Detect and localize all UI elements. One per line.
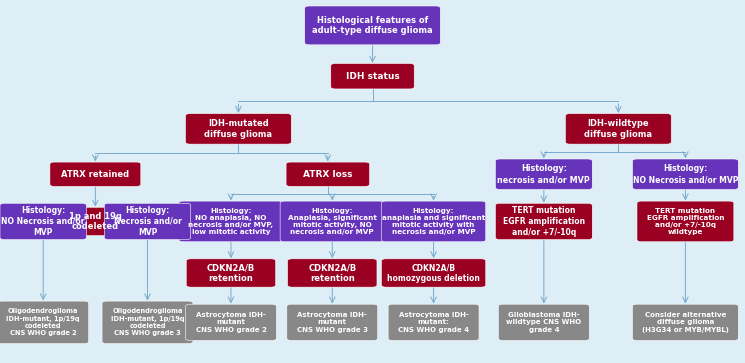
- Text: Histology:
Necrosis and/or
MVP: Histology: Necrosis and/or MVP: [113, 206, 182, 237]
- FancyBboxPatch shape: [633, 159, 738, 189]
- Text: CDKN2A/B
homozygous deletion: CDKN2A/B homozygous deletion: [387, 263, 480, 283]
- Text: Histology:
NO anaplasia, NO
necrosis and/or MVP,
low mitotic activity: Histology: NO anaplasia, NO necrosis and…: [188, 208, 273, 235]
- Text: CDKN2A/B
retention: CDKN2A/B retention: [207, 263, 255, 283]
- Text: ATRX loss: ATRX loss: [303, 170, 352, 179]
- FancyBboxPatch shape: [388, 304, 479, 340]
- FancyBboxPatch shape: [288, 259, 377, 287]
- FancyBboxPatch shape: [280, 201, 384, 242]
- Text: TERT mutation
EGFR amplification
and/or +7/-10q
wildtype: TERT mutation EGFR amplification and/or …: [647, 208, 724, 235]
- FancyBboxPatch shape: [565, 114, 671, 144]
- FancyBboxPatch shape: [495, 159, 592, 189]
- Text: Astrocytoma IDH-
mutant
CNS WHO grade 2: Astrocytoma IDH- mutant CNS WHO grade 2: [195, 312, 267, 333]
- Text: TERT mutation
EGFR amplification
and/or +7/-10q: TERT mutation EGFR amplification and/or …: [503, 206, 585, 237]
- Text: Astrocytoma IDH-
mutant:
CNS WHO grade 4: Astrocytoma IDH- mutant: CNS WHO grade 4: [398, 312, 469, 333]
- Text: CDKN2A/B
retention: CDKN2A/B retention: [308, 263, 356, 283]
- FancyBboxPatch shape: [498, 304, 589, 340]
- FancyBboxPatch shape: [287, 304, 378, 340]
- Text: Glioblastoma IDH-
wildtype CNS WHO
grade 4: Glioblastoma IDH- wildtype CNS WHO grade…: [507, 312, 581, 333]
- FancyBboxPatch shape: [381, 201, 486, 242]
- Text: 1p and 19q
codeleted: 1p and 19q codeleted: [69, 212, 121, 231]
- Text: IDH status: IDH status: [346, 72, 399, 81]
- FancyBboxPatch shape: [495, 203, 592, 240]
- FancyBboxPatch shape: [179, 201, 283, 242]
- FancyBboxPatch shape: [0, 203, 86, 240]
- FancyBboxPatch shape: [286, 162, 370, 187]
- FancyBboxPatch shape: [186, 259, 276, 287]
- Text: Histology:
anaplasia and significant
mitotic activity with
necrosis and/or MVP: Histology: anaplasia and significant mit…: [382, 208, 485, 235]
- FancyBboxPatch shape: [633, 304, 738, 340]
- Text: ATRX retained: ATRX retained: [61, 170, 130, 179]
- Text: Oligodendroglioma
IDH-mutant, 1p/19q
codeleted
CNS WHO grade 3: Oligodendroglioma IDH-mutant, 1p/19q cod…: [111, 309, 184, 336]
- Text: IDH-mutated
diffuse glioma: IDH-mutated diffuse glioma: [204, 119, 273, 139]
- FancyBboxPatch shape: [381, 259, 486, 287]
- FancyBboxPatch shape: [637, 201, 734, 242]
- Text: IDH-wildtype
diffuse glioma: IDH-wildtype diffuse glioma: [584, 119, 653, 139]
- Text: Histology:
Anaplasia, significant
mitotic activity, NO
necrosis and/or MVP: Histology: Anaplasia, significant mitoti…: [288, 208, 377, 235]
- Text: Astrocytoma IDH-
mutant
CNS WHO grade 3: Astrocytoma IDH- mutant CNS WHO grade 3: [297, 312, 368, 333]
- FancyBboxPatch shape: [186, 114, 291, 144]
- Text: Histology:
NO Necrosis and/or
MVP: Histology: NO Necrosis and/or MVP: [1, 206, 85, 237]
- Text: Consider alternative
diffuse glioma
(H3G34 or MYB/MYBL): Consider alternative diffuse glioma (H3G…: [642, 312, 729, 333]
- Text: Histological features of
adult-type diffuse glioma: Histological features of adult-type diff…: [312, 16, 433, 35]
- Text: Histology:
NO Necrosis and/or MVP: Histology: NO Necrosis and/or MVP: [633, 164, 738, 184]
- Text: Oligodendroglioma
IDH-mutant, 1p/19q
codeleted
CNS WHO grade 2: Oligodendroglioma IDH-mutant, 1p/19q cod…: [7, 309, 80, 336]
- FancyBboxPatch shape: [50, 162, 141, 187]
- FancyBboxPatch shape: [102, 301, 193, 343]
- Text: Histology:
necrosis and/or MVP: Histology: necrosis and/or MVP: [498, 164, 590, 184]
- FancyBboxPatch shape: [186, 304, 276, 340]
- FancyBboxPatch shape: [0, 301, 89, 343]
- FancyBboxPatch shape: [305, 6, 440, 45]
- FancyBboxPatch shape: [104, 203, 191, 240]
- FancyBboxPatch shape: [51, 207, 140, 236]
- FancyBboxPatch shape: [331, 64, 414, 89]
